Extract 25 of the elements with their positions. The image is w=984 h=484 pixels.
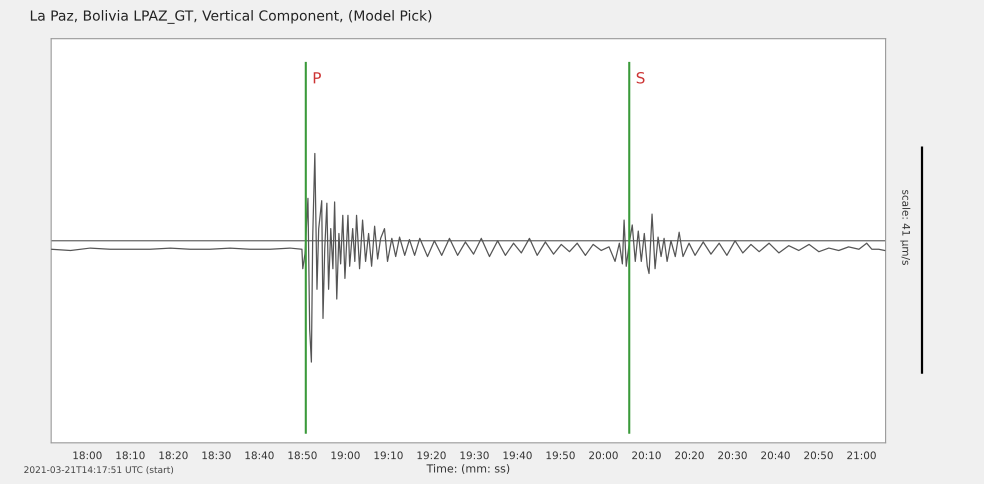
x-tick-label: 19:40 — [504, 451, 532, 460]
chart-title: La Paz, Bolivia LPAZ_GT, Vertical Component, (Model Pick) — [30, 10, 432, 24]
ref-line-label: P — [314, 72, 321, 84]
x-tick-label: 20:30 — [718, 451, 747, 460]
x-tick-label: 19:20 — [418, 451, 446, 460]
text: 2021-03-21T14:17:51 UTC (start) — [24, 466, 174, 474]
ref-line-label: S — [636, 72, 645, 84]
x-tick-label: 19:30 — [460, 451, 489, 460]
x-tick-label: 20:20 — [675, 451, 704, 460]
x-tick-label: 21:00 — [847, 451, 876, 460]
x-tick-label: 18:00 — [73, 451, 102, 460]
x-tick-label: 20:50 — [804, 451, 833, 460]
x-tick-label: 20:00 — [589, 451, 618, 460]
text: scale: 41 µm/s — [900, 190, 910, 265]
x-axis-title: Time: (mm: ss) — [426, 464, 510, 474]
x-tick-label: 18:10 — [116, 451, 145, 460]
x-tick-label: 18:50 — [288, 451, 317, 460]
x-tick-label: 18:20 — [159, 451, 188, 460]
x-tick-label: 19:00 — [332, 451, 360, 460]
x-tick-label: 20:40 — [761, 451, 790, 460]
x-tick-label: 20:10 — [632, 451, 661, 460]
x-tick-label: 19:10 — [374, 451, 403, 460]
x-tick-label: 19:50 — [546, 451, 575, 460]
x-tick-label: 18:30 — [202, 451, 231, 460]
x-tick-label: 18:40 — [245, 451, 274, 460]
